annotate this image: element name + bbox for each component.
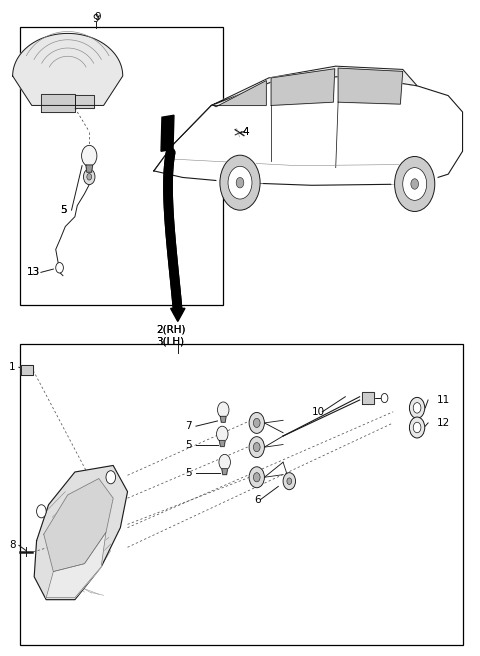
Text: 6: 6 <box>254 495 261 504</box>
Text: 2(RH): 2(RH) <box>156 325 185 335</box>
Bar <box>20 344 463 646</box>
Circle shape <box>216 426 228 442</box>
Circle shape <box>411 178 419 189</box>
Polygon shape <box>44 479 113 571</box>
Circle shape <box>87 173 92 180</box>
Polygon shape <box>362 392 374 404</box>
Text: 8: 8 <box>9 541 16 550</box>
Circle shape <box>287 478 292 484</box>
Polygon shape <box>271 69 335 106</box>
Circle shape <box>249 413 264 434</box>
Circle shape <box>249 437 264 458</box>
Circle shape <box>409 398 425 419</box>
Circle shape <box>395 157 435 211</box>
Text: 13: 13 <box>27 268 40 277</box>
Polygon shape <box>220 417 226 422</box>
Circle shape <box>413 403 421 413</box>
Circle shape <box>249 467 264 487</box>
Circle shape <box>403 168 427 200</box>
Text: 9: 9 <box>94 12 101 22</box>
Circle shape <box>253 473 260 482</box>
Polygon shape <box>338 68 403 104</box>
Polygon shape <box>217 157 263 182</box>
Text: 13: 13 <box>27 268 40 277</box>
Polygon shape <box>46 532 106 598</box>
Polygon shape <box>214 81 266 107</box>
Circle shape <box>84 169 95 184</box>
Text: 12: 12 <box>437 418 450 428</box>
Text: 5: 5 <box>60 205 67 215</box>
Polygon shape <box>219 441 225 447</box>
Circle shape <box>82 146 97 167</box>
Polygon shape <box>12 33 123 106</box>
Text: 5: 5 <box>185 440 192 449</box>
Polygon shape <box>211 66 417 106</box>
Text: 11: 11 <box>437 395 450 405</box>
Text: 5: 5 <box>185 468 192 478</box>
Circle shape <box>220 155 260 210</box>
Polygon shape <box>222 469 228 475</box>
Text: 9: 9 <box>93 14 99 24</box>
Circle shape <box>253 443 260 452</box>
Text: 5: 5 <box>60 205 67 215</box>
Circle shape <box>413 422 421 433</box>
Circle shape <box>217 402 229 418</box>
Polygon shape <box>170 308 185 321</box>
Polygon shape <box>34 466 128 600</box>
Circle shape <box>219 455 230 470</box>
Bar <box>49 95 57 110</box>
Text: 3(LH): 3(LH) <box>156 336 185 346</box>
Text: 10: 10 <box>312 407 325 417</box>
Text: 2(RH): 2(RH) <box>156 325 185 335</box>
Circle shape <box>381 394 388 403</box>
Polygon shape <box>392 159 438 184</box>
Text: 4: 4 <box>242 127 249 136</box>
Bar <box>23 366 31 373</box>
Circle shape <box>36 504 46 518</box>
Circle shape <box>283 473 296 489</box>
Polygon shape <box>161 115 174 152</box>
Circle shape <box>56 262 63 273</box>
Polygon shape <box>154 76 463 185</box>
Circle shape <box>106 471 116 483</box>
Text: 7: 7 <box>185 421 192 431</box>
Polygon shape <box>21 365 33 375</box>
Circle shape <box>236 177 244 188</box>
Text: 4: 4 <box>242 127 249 136</box>
Polygon shape <box>86 165 93 173</box>
Circle shape <box>409 417 425 438</box>
Circle shape <box>253 419 260 428</box>
Bar <box>20 27 223 305</box>
Polygon shape <box>41 94 75 112</box>
Circle shape <box>228 167 252 199</box>
Polygon shape <box>75 95 94 108</box>
Text: 3(LH): 3(LH) <box>156 336 185 346</box>
Text: 1: 1 <box>9 362 16 372</box>
